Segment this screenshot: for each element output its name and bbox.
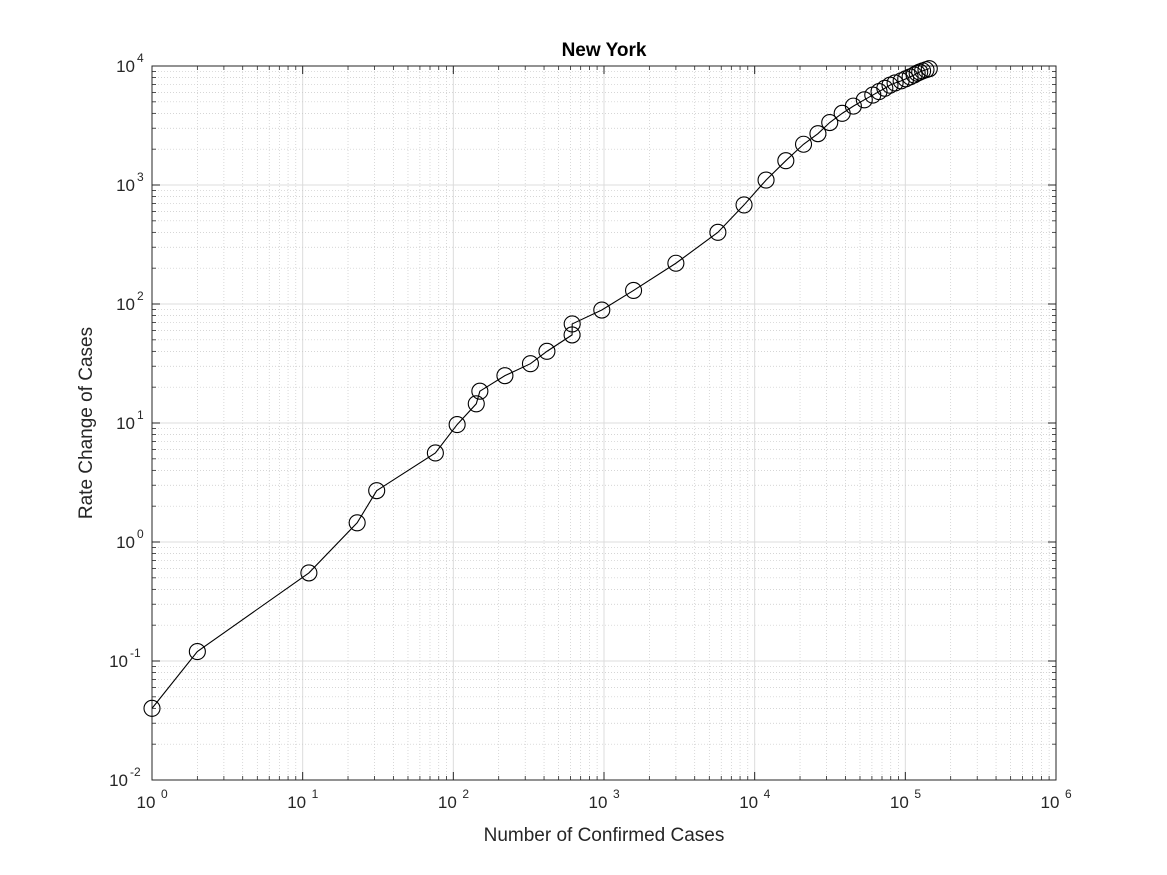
data-point-marker: [920, 60, 938, 78]
x-tick-exponent: 6: [1065, 787, 1072, 801]
data-point-marker: [667, 254, 685, 272]
data-point-marker: [757, 171, 775, 189]
data-point-marker: [593, 301, 611, 319]
x-tick-label: 10: [287, 793, 306, 812]
data-point-marker: [521, 355, 540, 373]
data-point-marker: [471, 382, 489, 400]
y-tick-exponent: 0: [137, 527, 144, 541]
y-axis-label: Rate Change of Cases: [76, 327, 97, 519]
y-tick-exponent: -2: [130, 765, 141, 779]
y-tick-label: 10: [116, 533, 135, 552]
y-tick-exponent: 2: [137, 289, 144, 303]
x-tick-label: 10: [589, 793, 608, 812]
data-point-marker: [821, 113, 839, 132]
data-point-marker: [777, 152, 795, 170]
data-point-marker: [467, 395, 485, 413]
chart-title: New York: [562, 40, 647, 61]
y-tick-label: 10: [116, 57, 135, 76]
x-tick-exponent: 2: [462, 787, 469, 801]
x-tick-exponent: 0: [161, 787, 168, 801]
x-tick-label: 10: [438, 793, 457, 812]
data-series: [143, 60, 938, 717]
y-tick-exponent: 4: [137, 51, 144, 65]
data-point-marker: [876, 79, 894, 97]
y-tick-exponent: -1: [130, 646, 141, 660]
y-tick-label: 10: [116, 176, 135, 195]
x-tick-labels: 10 0 10 1 10 2 10 3 10 4 10 5 10 6: [137, 787, 1072, 812]
data-point-marker: [368, 482, 386, 500]
data-point-marker: [426, 444, 444, 462]
x-axis-label: Number of Confirmed Cases: [484, 825, 725, 846]
data-point-marker: [844, 97, 862, 115]
data-point-marker: [143, 699, 161, 717]
data-point-marker: [348, 514, 366, 532]
data-point-marker: [809, 125, 827, 143]
data-point-marker: [448, 416, 466, 434]
y-tick-label: 10: [116, 295, 135, 314]
x-tick-label: 10: [739, 793, 758, 812]
y-tick-label: 10: [109, 652, 128, 671]
data-point-marker: [855, 91, 873, 109]
y-tick-label: 10: [116, 414, 135, 433]
y-tick-label: 10: [109, 771, 128, 790]
data-point-marker: [300, 564, 318, 582]
x-tick-label: 10: [137, 793, 156, 812]
data-point-marker: [735, 196, 753, 214]
x-tick-exponent: 1: [312, 787, 319, 801]
y-tick-exponent: 1: [137, 408, 144, 422]
data-point-marker: [496, 367, 514, 385]
data-point-marker: [709, 223, 727, 241]
y-tick-exponent: 3: [137, 170, 144, 184]
data-point-marker: [563, 315, 581, 333]
x-tick-exponent: 4: [764, 787, 771, 801]
x-tick-label: 10: [1041, 793, 1060, 812]
data-point-marker: [538, 342, 556, 360]
data-point-marker: [794, 135, 813, 153]
data-point-marker: [563, 326, 581, 344]
data-point-marker: [188, 643, 206, 661]
x-tick-exponent: 3: [613, 787, 620, 801]
x-tick-label: 10: [890, 793, 909, 812]
data-point-marker: [625, 281, 643, 299]
x-tick-exponent: 5: [914, 787, 921, 801]
